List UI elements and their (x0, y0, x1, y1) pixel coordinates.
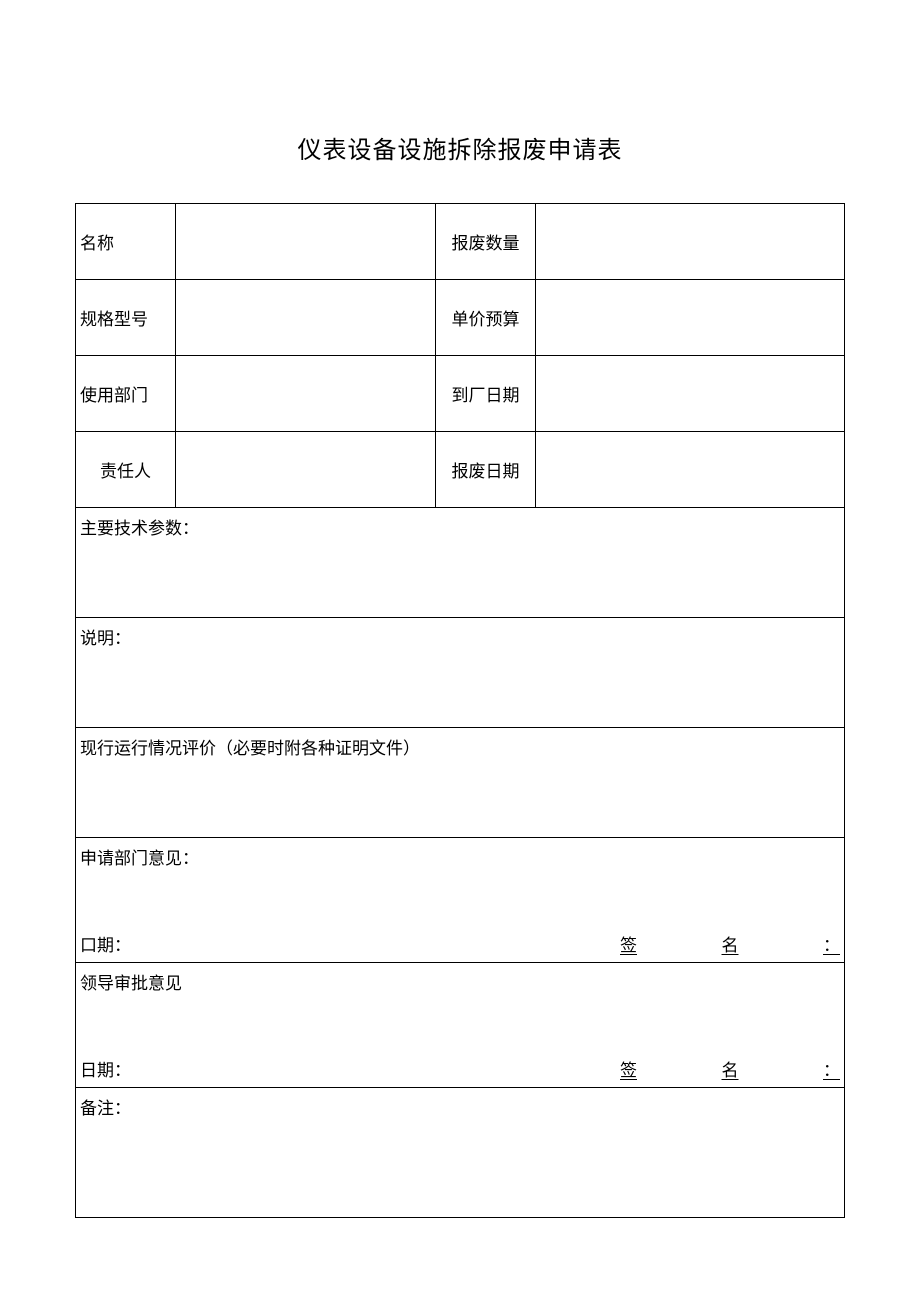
table-row: 使用部门 到厂日期 (76, 356, 845, 432)
section-leader-opinion: 领导审批意见 日期： 签 名 ： (76, 963, 845, 1088)
application-form-table: 名称 报废数量 规格型号 单价预算 使用部门 到厂日期 责任人 报废日期 主要技… (75, 203, 845, 1218)
section-dept-opinion: 申请部门意见： 口期： 签 名 ： (76, 838, 845, 963)
label-remarks: 备注： (80, 1094, 840, 1119)
value-scrap-date (536, 432, 845, 508)
label-scrap-date: 报废日期 (436, 432, 536, 508)
label-signature-2: 签 名 ： (620, 1056, 840, 1081)
section-operation-eval: 现行运行情况评价（必要时附各种证明文件） (76, 728, 845, 838)
value-department (176, 356, 436, 432)
value-unit-price (536, 280, 845, 356)
table-row: 责任人 报废日期 (76, 432, 845, 508)
section-remarks: 备注： (76, 1088, 845, 1218)
label-date-2: 日期： (80, 1056, 131, 1081)
label-leader-opinion: 领导审批意见 (80, 969, 840, 994)
label-model: 规格型号 (76, 280, 176, 356)
section-description: 说明： (76, 618, 845, 728)
label-unit-price: 单价预算 (436, 280, 536, 356)
sig-char: 名 (722, 1056, 739, 1081)
label-tech-params: 主要技术参数： (80, 514, 840, 539)
label-department: 使用部门 (76, 356, 176, 432)
value-model (176, 280, 436, 356)
label-operation-eval: 现行运行情况评价（必要时附各种证明文件） (80, 734, 840, 759)
value-scrap-qty (536, 204, 845, 280)
table-row: 主要技术参数： (76, 508, 845, 618)
label-arrival-date: 到厂日期 (436, 356, 536, 432)
section-tech-params: 主要技术参数： (76, 508, 845, 618)
value-responsible (176, 432, 436, 508)
table-row: 申请部门意见： 口期： 签 名 ： (76, 838, 845, 963)
signature-line: 口期： 签 名 ： (80, 931, 840, 956)
value-arrival-date (536, 356, 845, 432)
label-date-1: 口期： (80, 931, 131, 956)
sig-char: 签 (620, 931, 637, 956)
label-scrap-qty: 报废数量 (436, 204, 536, 280)
sig-char: 名 (722, 931, 739, 956)
table-row: 说明： (76, 618, 845, 728)
table-row: 规格型号 单价预算 (76, 280, 845, 356)
form-title: 仪表设备设施拆除报废申请表 (75, 130, 845, 165)
table-row: 名称 报废数量 (76, 204, 845, 280)
label-description: 说明： (80, 624, 840, 649)
sig-char: 签 (620, 1056, 637, 1081)
sig-char: ： (823, 931, 840, 956)
sig-char: ： (823, 1056, 840, 1081)
table-row: 备注： (76, 1088, 845, 1218)
label-name: 名称 (76, 204, 176, 280)
label-responsible: 责任人 (76, 432, 176, 508)
value-name (176, 204, 436, 280)
signature-line: 日期： 签 名 ： (80, 1056, 840, 1081)
label-signature-1: 签 名 ： (620, 931, 840, 956)
table-row: 领导审批意见 日期： 签 名 ： (76, 963, 845, 1088)
table-row: 现行运行情况评价（必要时附各种证明文件） (76, 728, 845, 838)
label-dept-opinion: 申请部门意见： (80, 844, 840, 869)
